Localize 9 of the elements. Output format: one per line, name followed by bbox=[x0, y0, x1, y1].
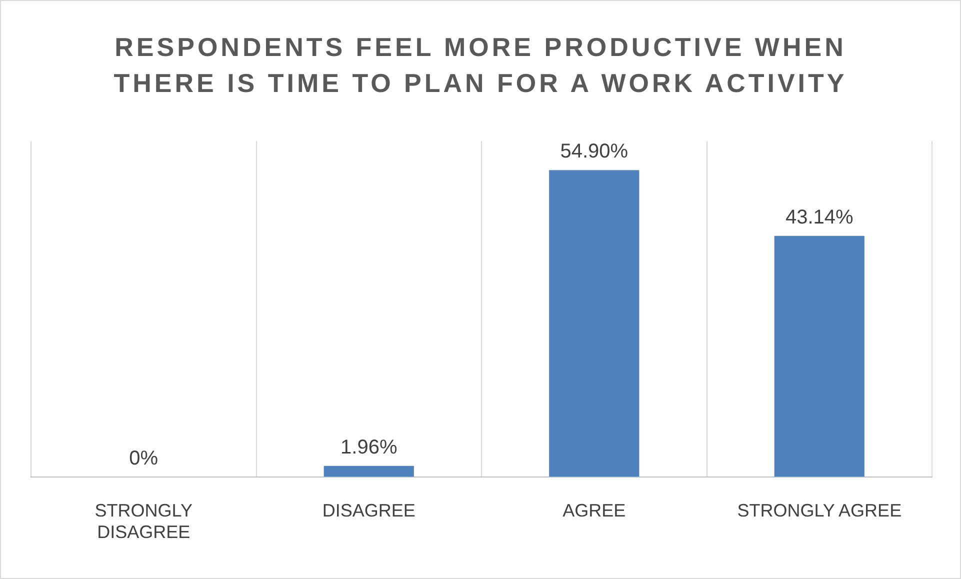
data-label: 54.90% bbox=[560, 140, 628, 163]
chart-title: RESPONDENTS FEEL MORE PRODUCTIVE WHEN THERE IS TIME TO PLAN FOR A WORK ACTIVITY bbox=[112, 31, 848, 100]
x-tick-label: AGREE bbox=[562, 500, 626, 521]
data-label: 43.14% bbox=[785, 206, 854, 228]
x-tick-label: DISAGREE bbox=[322, 500, 416, 521]
x-tick-label: STRONGLY DISAGREE bbox=[94, 500, 192, 542]
x-tick-label: STRONGLY AGREE bbox=[737, 500, 902, 521]
data-label: 1.96% bbox=[340, 436, 398, 458]
data-label: 0% bbox=[129, 447, 158, 470]
